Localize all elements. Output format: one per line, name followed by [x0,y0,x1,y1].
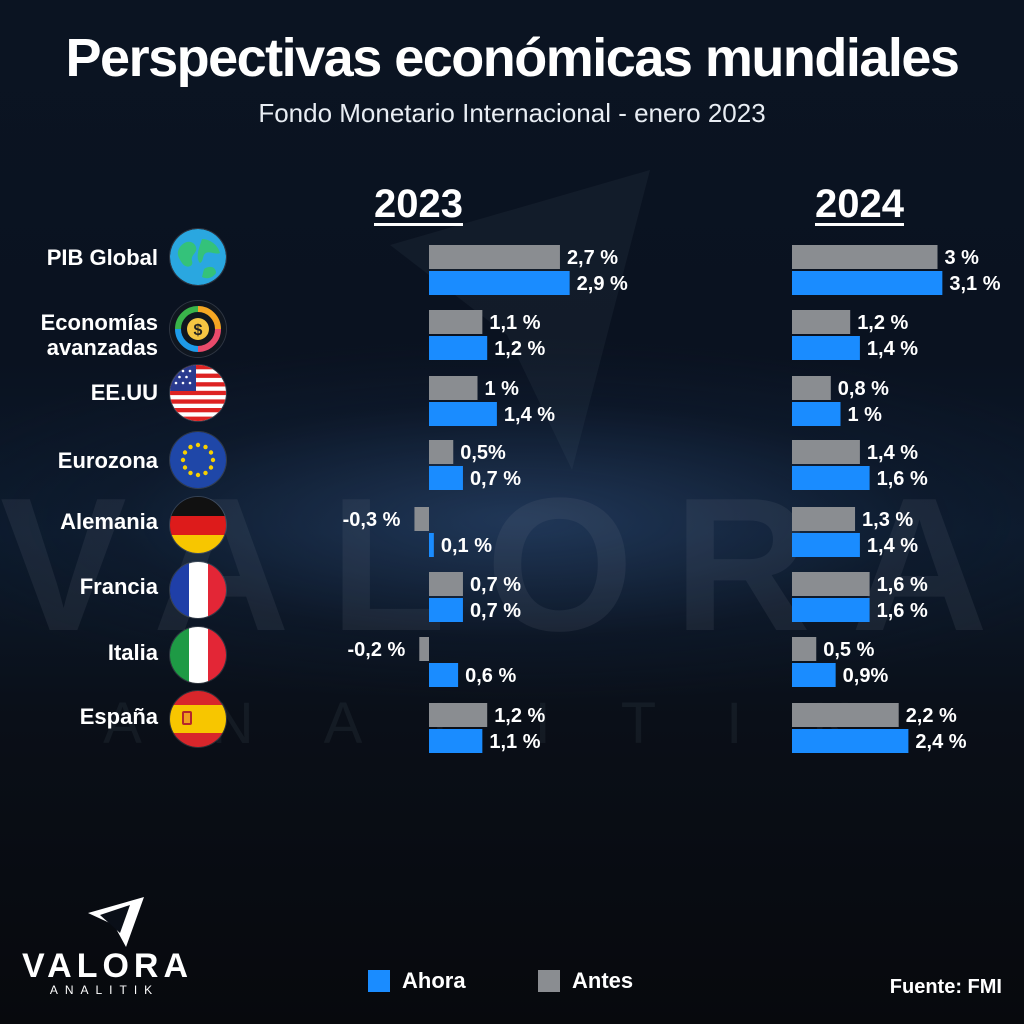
bar-label-2023-economias-avanzadas-ahora: 1,2 % [494,338,545,360]
bar-label-2023-eeuu-antes: 1 % [485,378,520,400]
bar-label-2023-francia-antes: 0,7 % [470,574,521,596]
bar-2024-italia-ahora [792,663,836,687]
bar-2023-economias-avanzadas-ahora [429,336,488,360]
bar-2023-italia-ahora [429,663,459,687]
bar-label-2024-francia-ahora: 1,6 % [877,600,928,622]
bar-2023-pib-global-ahora [429,271,570,295]
germany-flag-icon [170,497,226,553]
italy-flag-icon [170,627,226,683]
page-subtitle: Fondo Monetario Internacional - enero 20… [258,98,766,128]
category-label-eurozona: Eurozona [57,448,158,473]
logo-name: VALORA [22,947,194,985]
bar-2023-pib-global-antes [429,245,560,269]
bar-label-2024-espana-antes: 2,2 % [906,705,957,727]
bar-label-2023-eurozona-antes: 0,5% [460,442,506,464]
bar-label-2023-eeuu-ahora: 1,4 % [504,404,555,426]
bar-2024-economias-avanzadas-antes [792,310,851,334]
bar-label-2023-economias-avanzadas-antes: 1,1 % [489,312,540,334]
bar-label-2024-alemania-ahora: 1,4 % [867,535,918,557]
bar-2024-alemania-ahora [792,533,860,557]
bar-2024-eeuu-antes [792,376,831,400]
logo-sub: ANALITIK [49,983,160,997]
bar-2023-eeuu-antes [429,376,478,400]
bar-label-2023-espana-ahora: 1,1 % [489,731,540,753]
bar-label-2023-espana-antes: 1,2 % [494,705,545,727]
year-heading-2024: 2024 [815,182,904,226]
bar-2023-eurozona-ahora [429,466,463,490]
bar-label-2024-eurozona-ahora: 1,6 % [877,468,928,490]
bar-2024-espana-antes [792,703,899,727]
bar-2023-eeuu-ahora [429,402,497,426]
spain-flag-icon [170,691,226,747]
valora-logo-mark-icon [88,897,144,947]
category-label-economias-avanzadas: Economías avanzadas [40,310,158,360]
source-note: Fuente: FMI [889,976,1002,998]
bar-2024-alemania-antes [792,507,856,531]
bar-label-2024-eeuu-ahora: 1 % [848,404,883,426]
bar-label-2023-francia-ahora: 0,7 % [470,600,521,622]
bar-label-2024-italia-ahora: 0,9% [843,665,889,687]
globe-icon [170,229,226,285]
bar-2023-italia-antes [419,637,429,661]
category-label-pib-global: PIB Global [46,245,158,270]
bar-2024-pib-global-ahora [792,271,943,295]
bar-2024-eeuu-ahora [792,402,841,426]
category-label-italia: Italia [107,640,158,665]
bar-label-2023-pib-global-antes: 2,7 % [567,247,618,269]
exchange-dollar-icon: $ [170,301,226,357]
bar-2023-eurozona-antes [429,440,454,464]
bar-2024-eurozona-antes [792,440,860,464]
bar-2023-espana-ahora [429,729,483,753]
bar-label-2024-pib-global-ahora: 3,1 % [949,273,1000,295]
bar-label-2024-espana-ahora: 2,4 % [915,731,966,753]
bar-2024-italia-antes [792,637,817,661]
bar-2024-eurozona-ahora [792,466,870,490]
bar-label-2023-alemania-antes: -0,3 % [343,509,401,531]
legend-item-antes: Antes [538,966,633,996]
bar-2023-espana-antes [429,703,488,727]
watermark-text: VALORA [0,459,1024,671]
legend-label-ahora: Ahora [402,968,466,993]
category-label-espana: España [79,704,158,729]
bar-2024-francia-ahora [792,598,870,622]
valora-analitik-logo: VALORA ANALITIK [22,895,194,1005]
bar-2023-francia-antes [429,572,463,596]
bar-label-2024-eeuu-antes: 0,8 % [838,378,889,400]
legend-label-antes: Antes [572,968,634,993]
bar-2024-pib-global-antes [792,245,938,269]
page-title: Perspectivas económicas mundiales [65,28,960,88]
bar-label-2023-pib-global-ahora: 2,9 % [577,273,628,295]
bar-2023-alemania-ahora [429,533,434,557]
bar-label-2023-eurozona-ahora: 0,7 % [470,468,521,490]
legend-swatch-antes [538,970,560,992]
svg-text:$: $ [194,322,203,339]
legend-item-ahora: Ahora [368,966,466,996]
bar-label-2024-eurozona-antes: 1,4 % [867,442,918,464]
eu-flag-icon [170,432,226,488]
france-flag-icon [170,562,226,618]
bar-2024-economias-avanzadas-ahora [792,336,860,360]
bar-2024-espana-ahora [792,729,909,753]
bar-label-2023-italia-ahora: 0,6 % [465,665,516,687]
bar-label-2023-alemania-ahora: 0,1 % [441,535,492,557]
bar-label-2023-italia-antes: -0,2 % [347,639,405,661]
bar-2023-alemania-antes [414,507,429,531]
bar-label-2024-pib-global-antes: 3 % [945,247,980,269]
category-label-eeuu: EE.UU [90,380,158,405]
bar-label-2024-alemania-antes: 1,3 % [862,509,913,531]
legend-swatch-ahora [368,970,390,992]
category-label-francia: Francia [79,574,158,599]
bar-label-2024-italia-antes: 0,5 % [823,639,874,661]
bar-label-2024-economias-avanzadas-antes: 1,2 % [857,312,908,334]
bar-label-2024-economias-avanzadas-ahora: 1,4 % [867,338,918,360]
bar-2023-francia-ahora [429,598,463,622]
category-label-alemania: Alemania [60,509,158,534]
usa-flag-icon [170,365,226,421]
bar-2024-francia-antes [792,572,870,596]
bar-2023-economias-avanzadas-antes [429,310,483,334]
bar-label-2024-francia-antes: 1,6 % [877,574,928,596]
year-heading-2023: 2023 [374,182,463,226]
